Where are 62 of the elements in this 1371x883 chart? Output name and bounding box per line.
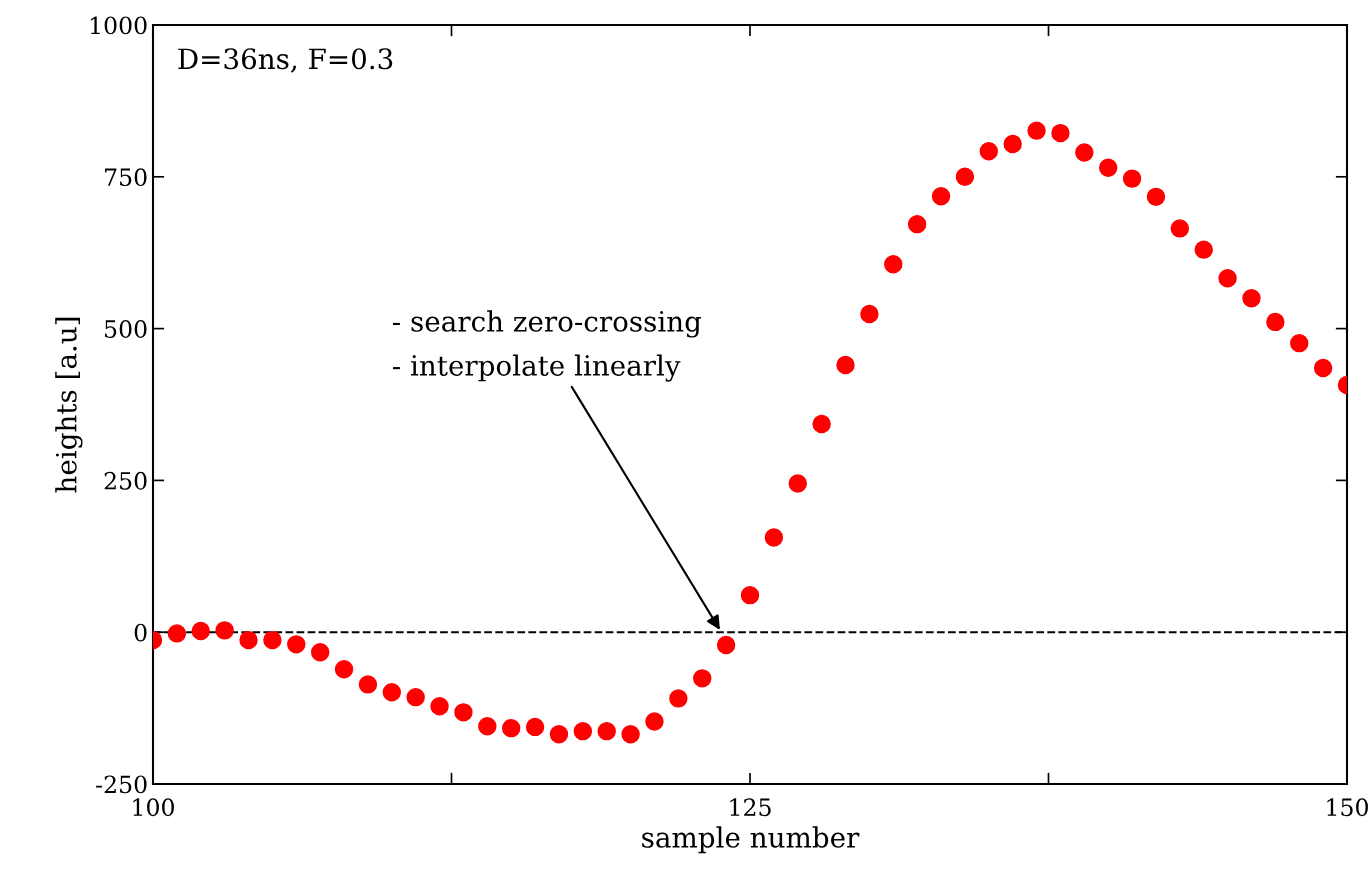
- point: [1266, 312, 1285, 332]
- point: [358, 675, 378, 694]
- point: [931, 187, 951, 206]
- point: [1003, 134, 1022, 154]
- y-tick-label: 250: [104, 471, 147, 490]
- point: [836, 355, 855, 375]
- point: [525, 717, 545, 737]
- point: [597, 721, 616, 741]
- point: [430, 697, 449, 716]
- point: [239, 630, 258, 650]
- point: [478, 717, 497, 736]
- x-tick-label: 100: [133, 798, 174, 817]
- point: [669, 689, 688, 708]
- point: [1290, 333, 1309, 353]
- point: [167, 624, 187, 643]
- y-tick-label: -250: [96, 775, 147, 794]
- point: [884, 255, 903, 274]
- point: [1170, 219, 1190, 238]
- point: [406, 687, 425, 707]
- point: [1122, 169, 1142, 188]
- point: [1218, 269, 1237, 288]
- point: [1242, 289, 1261, 308]
- point: [740, 585, 760, 605]
- point: [764, 528, 784, 547]
- annotation: D=36ns, F=0.3: [178, 48, 393, 73]
- point: [310, 643, 330, 662]
- y-axis-title: heights [a.u]: [55, 317, 83, 493]
- point: [645, 712, 664, 731]
- annotation: - search zero-crossing - interpolate linearly: [393, 310, 702, 382]
- point: [716, 635, 736, 655]
- point: [1075, 143, 1094, 162]
- point: [382, 683, 402, 702]
- point: [191, 621, 210, 641]
- point: [573, 721, 593, 741]
- point: [334, 660, 354, 679]
- point: [501, 718, 521, 738]
- point: [1051, 123, 1070, 143]
- point: [812, 414, 831, 434]
- point: [263, 630, 282, 650]
- point: [693, 669, 712, 688]
- x-tick-label: 150: [1327, 798, 1368, 817]
- point: [454, 703, 473, 722]
- y-tick-label: 0: [134, 623, 147, 642]
- y-tick-label: 750: [105, 168, 147, 187]
- point: [979, 142, 999, 161]
- point: [907, 214, 927, 234]
- point: [860, 304, 879, 324]
- point: [549, 725, 569, 744]
- point: [1146, 187, 1166, 207]
- x-axis-title: sample number: [642, 826, 860, 854]
- x-tick-label: 125: [730, 798, 771, 817]
- point: [788, 474, 807, 493]
- y-tick-label: 1000: [90, 16, 147, 35]
- point: [621, 725, 640, 744]
- point: [1098, 158, 1118, 177]
- point: [1027, 121, 1046, 140]
- point: [955, 167, 975, 187]
- point: [1194, 240, 1213, 259]
- point: [1313, 358, 1333, 378]
- point: [215, 621, 234, 640]
- point: [287, 635, 306, 654]
- y-tick-label: 500: [105, 320, 147, 338]
